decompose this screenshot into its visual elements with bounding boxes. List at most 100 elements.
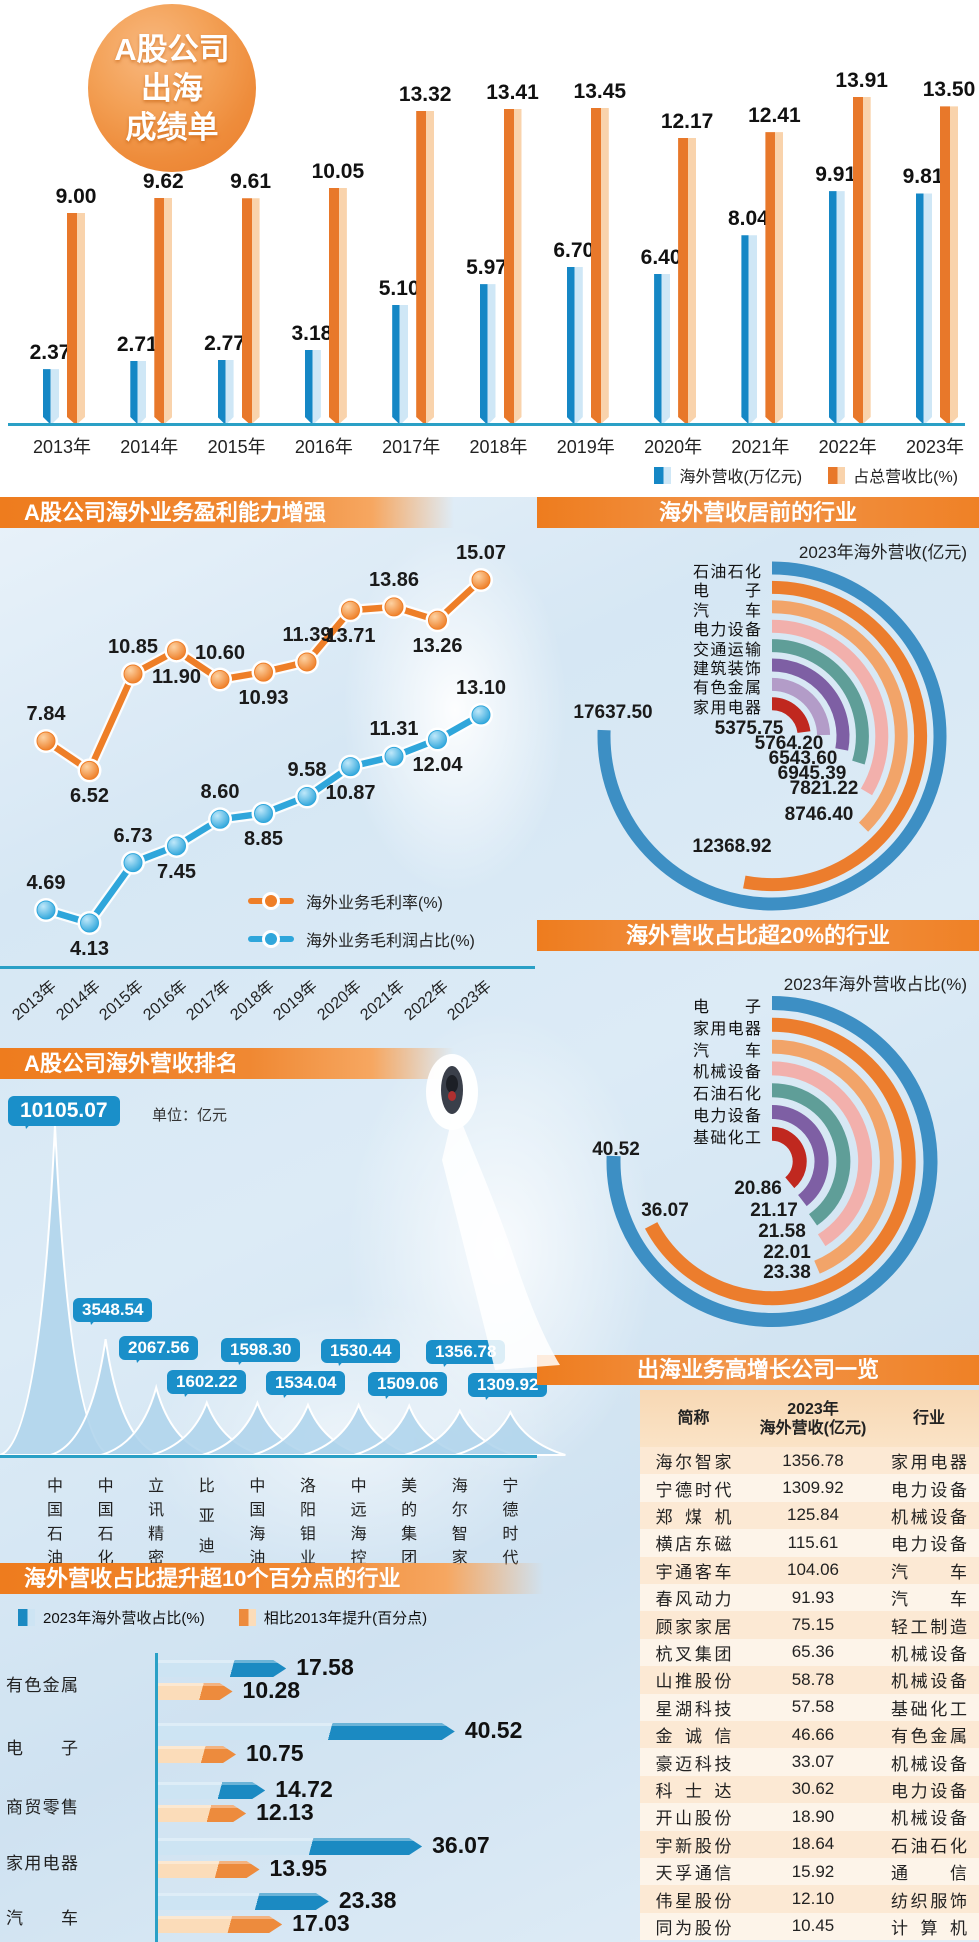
bar-value-label: 2.77 <box>204 331 246 355</box>
industry-cell: 石油石化 <box>891 1836 967 1856</box>
high-growth-companies-table: 出海业务高增长公司一览 简称 2023年 海外营收(亿元) 行业海尔智家 1356.78… <box>537 1355 979 1942</box>
title-badge-line2: 出海 <box>141 70 203 106</box>
bar-share-of-revenue <box>154 198 172 425</box>
bar-value-label: 2.71 <box>116 333 158 357</box>
company-name-cell: 顾家家居 <box>655 1617 732 1637</box>
radial-arc <box>771 697 811 734</box>
table-row: 山推股份 58.78 机械设备 <box>640 1666 979 1694</box>
chart-legend: 海外业务毛利率(%) 海外业务毛利润占比(%) <box>248 889 475 951</box>
company-name-label: 中国海油 <box>249 1478 266 1567</box>
point-value-label: 12.04 <box>412 754 463 777</box>
table-row: 豪迈科技 33.07 机械设备 <box>640 1748 979 1776</box>
table-row: 宇通客车 104.06 汽车 <box>640 1556 979 1584</box>
radial-arc <box>743 580 928 892</box>
point-value-label: 6.73 <box>113 824 153 847</box>
bar-overseas-revenue <box>916 193 932 425</box>
x-axis-year-label: 2015年 <box>207 437 266 457</box>
x-axis-year-label: 2013年 <box>32 437 92 457</box>
data-point <box>254 662 273 682</box>
industry-cell: 电力设备 <box>891 1480 967 1500</box>
company-name-cell: 宁德时代 <box>655 1480 732 1500</box>
arc-value-label: 7821.22 <box>789 778 859 799</box>
revenue-value-cell: 12.10 <box>791 1889 835 1909</box>
bar-share-of-revenue <box>853 97 871 425</box>
legend-swatch-icon <box>18 1609 35 1626</box>
arc-value-label: 20.86 <box>734 1178 782 1199</box>
bar-value-label: 17.03 <box>292 1910 350 1936</box>
table-row: 开山股份 18.90 机械设备 <box>640 1803 979 1831</box>
company-name-cell: 星湖科技 <box>655 1699 732 1719</box>
legend-item: 海外业务毛利率(%) <box>248 889 475 913</box>
radial2-subtitle: 2023年海外营收占比(%) <box>783 975 967 994</box>
industry-cell: 机械设备 <box>891 1754 967 1774</box>
peak-value-badge: 1530.44 <box>321 1339 401 1366</box>
arc-value-label: 12368.92 <box>692 836 772 857</box>
bar-value-label: 13.32 <box>398 82 452 106</box>
section-header-profitability: A股公司海外业务盈利能力增强 <box>0 497 454 528</box>
section-header-table: 出海业务高增长公司一览 <box>537 1355 979 1385</box>
title-badge: A股公司 出海 成绩单 <box>88 4 256 172</box>
share-over-20pct-radial-chart: 海外营收占比超20%的行业 2023年海外营收占比(%) 40.52 36.07 2… <box>537 913 979 1355</box>
unit-label: 单位：亿元 <box>152 1107 228 1124</box>
title-badge-line1: A股公司 <box>114 31 230 67</box>
arc-category-label: 石油石化 <box>693 1086 761 1104</box>
legend-label: 占总营收比(%) <box>853 469 958 486</box>
bar-overseas-revenue <box>305 350 321 425</box>
data-point <box>297 787 317 807</box>
bar-overseas-revenue <box>829 191 845 425</box>
legend-item: 2023年海外营收占比(%) <box>18 1607 205 1628</box>
company-name-label: 海尔智家 <box>451 1478 468 1567</box>
company-name-cell: 宇新股份 <box>655 1836 732 1856</box>
revenue-value-cell: 75.15 <box>791 1615 835 1635</box>
data-point <box>471 570 491 590</box>
category-label: 商贸零售 <box>6 1798 78 1817</box>
point-value-label: 10.87 <box>325 781 376 804</box>
bar-share-of-revenue <box>329 188 347 425</box>
table-row: 郑煤机 125.84 机械设备 <box>640 1501 979 1530</box>
company-name-cell: 金诚信 <box>655 1727 732 1747</box>
bar-value-label: 9.81 <box>902 165 944 189</box>
arc-category-label: 有色金属 <box>693 680 761 698</box>
jetski-image <box>426 1054 560 1370</box>
arc-value-label: 21.17 <box>750 1200 798 1221</box>
company-name-label: 美的集团 <box>401 1478 418 1567</box>
data-point <box>123 853 143 873</box>
point-value-label: 13.10 <box>455 676 507 699</box>
legend-label: 海外营收(万亿元) <box>679 469 803 486</box>
industry-cell: 机械设备 <box>891 1809 967 1829</box>
table-row: 金诚信 46.66 有色金属 <box>640 1721 979 1749</box>
point-value-label: 4.13 <box>70 937 109 960</box>
top-industries-radial-chart: 2023年海外营收(亿元) 17637.50 12368.92 8746.40 782… <box>537 490 979 913</box>
bar-value-label: 13.50 <box>922 78 976 102</box>
arc-value-label: 5764.20 <box>754 733 824 754</box>
overseas-revenue-ranking-chart: A股公司海外营收排名 单位：亿元 10105.07 3548.54 2067.56 1… <box>0 1040 566 1567</box>
data-point <box>80 760 99 780</box>
bar-2023-share <box>157 1838 422 1855</box>
arc-value-label: 17637.50 <box>573 702 653 723</box>
point-value-label: 10.85 <box>107 635 159 658</box>
bar-overseas-revenue <box>392 305 408 425</box>
bar-value-label: 3.18 <box>291 321 333 345</box>
bar-value-label: 10.05 <box>311 159 365 183</box>
bar-value-label: 2.37 <box>29 341 71 365</box>
chart-legend: 海外营收(万亿元) 占总营收比(%) <box>654 463 958 487</box>
category-label: 家用电器 <box>6 1854 78 1873</box>
category-label: 电子 <box>6 1739 78 1758</box>
x-axis-year-label: 2021年 <box>731 437 790 457</box>
x-axis-year-label: 2020年 <box>644 437 703 457</box>
radial-arc <box>771 1105 829 1207</box>
bar-value-label: 10.75 <box>246 1740 304 1766</box>
point-value-label: 7.45 <box>157 860 196 883</box>
data-point <box>341 757 360 777</box>
peak-value-badge: 1602.22 <box>167 1370 247 1397</box>
data-point <box>210 670 230 690</box>
arc-value-label: 40.52 <box>592 1139 640 1160</box>
x-axis-year-label: 2018年 <box>469 437 528 457</box>
point-value-label: 11.31 <box>369 718 419 741</box>
arc-value-label: 6543.60 <box>768 748 838 769</box>
industry-cell: 轻工制造 <box>891 1617 967 1637</box>
industry-cell: 电力设备 <box>891 1781 967 1801</box>
company-name-cell: 开山股份 <box>655 1809 732 1829</box>
radial-arc <box>771 600 908 832</box>
point-value-label: 15.07 <box>455 541 507 564</box>
